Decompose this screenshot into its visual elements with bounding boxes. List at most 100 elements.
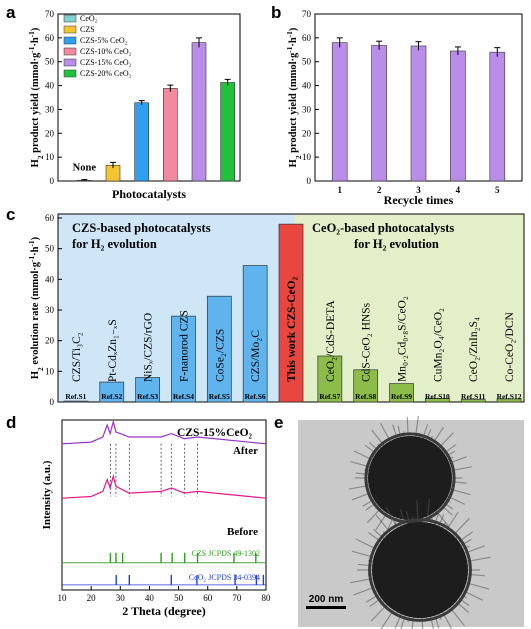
x-axis-label: Photocatalysts [112,187,186,201]
bar [63,400,89,403]
nanosphere-top [348,415,472,541]
legend-entry: CZS [80,25,95,34]
ref-label: Ref.S6 [245,392,266,401]
ref-label: Ref.S4 [173,392,194,401]
x-axis-label: Recycle times [384,193,454,207]
y-tick-label: 50 [45,244,55,254]
ref-label: Ref.S11 [461,392,486,401]
bar [220,82,235,182]
y-tick-label: 60 [302,33,312,43]
legend-swatch [63,58,77,67]
bar [389,383,414,403]
bar [410,45,427,182]
core [368,436,452,520]
nanosphere-bottom [350,499,491,629]
highlight-bar [278,223,304,403]
group-left-title-2: for H₂ evolution [72,237,157,251]
core-edge [368,518,472,622]
panel-c-letter: c [6,205,15,224]
series-label: After [233,445,258,457]
y-tick-label: 70 [302,9,312,19]
x-tick-label: 10 [58,593,68,603]
core-edge [364,432,456,524]
x-tick-label: 70 [232,593,242,603]
reference-label: CeO₂ JCPDS 34-0394 [189,573,260,582]
group-right-title-2: for H₂ evolution [354,237,439,251]
bar [317,355,343,403]
y-tick-label: 10 [45,366,55,376]
y-tick-label: 10 [302,152,312,162]
y-tick-label: 30 [45,104,55,114]
bar-label: CeO₂/CdS-DETA [325,300,337,382]
bar-label: CZS/Mo₂C [250,330,262,382]
y-axis-label: H2 product yield (mmol·g-1·h-1) [27,27,45,167]
y-tick-label: 30 [45,305,55,315]
plot-frame [61,419,267,591]
scale-bar [306,606,346,609]
bar [99,381,125,403]
bar [191,42,207,182]
plot-frame [57,13,241,182]
panel-e-letter: e [274,413,283,432]
legend-entry: CZS-10% CeO₂ [80,47,132,56]
bar [489,51,506,182]
ref-label: Ref.S9 [391,392,412,401]
y-tick-label: 0 [307,176,312,186]
y-tick-label: 0 [50,176,55,186]
y-axis-label: H2 product yield (mmol·g-1·h-1) [285,27,303,167]
x-tick-label: 40 [145,593,155,603]
bar [135,377,160,403]
y-tick-label: 20 [302,128,312,138]
bar-label: CdS-CeO₂ HNSs [361,302,373,382]
x-tick-label: 1 [337,185,342,195]
ref-label: Ref.S12 [497,392,522,401]
y-tick-label: 40 [302,81,312,91]
x-axis-label: 2 Theta (degree) [122,604,206,618]
x-tick-label: 5 [495,185,500,195]
ref-label: Ref.S1 [65,392,86,401]
series-line [61,419,267,445]
bar [425,397,450,403]
x-tick-label: 20 [87,593,97,603]
x-tick-label: 3 [416,185,421,195]
bar-label: Mn₀.₂Cd₀.₈S/CeO₂ [397,296,409,382]
y-axis-label: Intensity (a.u.) [41,460,53,529]
bar-label: This work CZS-CeO₂ [286,276,298,382]
ref-label: Ref.S2 [101,392,122,401]
group-right-title: CeO₂-based photocatalysts [312,221,454,235]
panel-c: c 0 10 20 30 40 50 60 H2 evolution rate (mmol·g-… [6,205,525,407]
y-tick-label: 10 [45,152,55,162]
legend-swatch [63,47,77,56]
bar [353,369,379,403]
ref-label: Ref.S5 [209,392,230,401]
y-tick-label: 0 [50,397,55,407]
panel-d-letter: d [6,413,16,432]
x-tick-label: 30 [116,593,126,603]
y-axis-label: H2 evolution rate (mmol·g-1·h-1) [27,236,45,379]
reference-label: CZS JCPDS 49-1302 [192,549,260,558]
y-tick-label: 30 [302,104,312,114]
bar [134,102,149,182]
bar-label: CZS/Ti₃C₂ [71,332,83,382]
series-line [61,473,267,499]
bar-label: NiSₓ/CZS/rGO [143,313,155,382]
core [372,522,468,618]
chart-title: CZS-15%CeO₂ [177,427,253,439]
bar [163,88,178,182]
y-tick-label: 50 [45,57,55,67]
group-left-title: CZS-based photocatalysts [72,221,211,235]
bar-label: CoSe₂/CZS [214,329,226,382]
bar [171,315,196,403]
ref-label: Ref.S3 [137,392,158,401]
bar [450,50,466,182]
ref-label: Ref.S10 [425,392,450,401]
y-tick-label: 20 [45,336,55,346]
x-tick-label: 2 [377,185,382,195]
bar [460,399,486,403]
ref-label: Ref.S8 [355,392,376,401]
legend-swatch [63,14,77,23]
y-tick-label: 70 [45,9,55,19]
bar-label: Co-CeO₂/DCN [504,311,516,382]
